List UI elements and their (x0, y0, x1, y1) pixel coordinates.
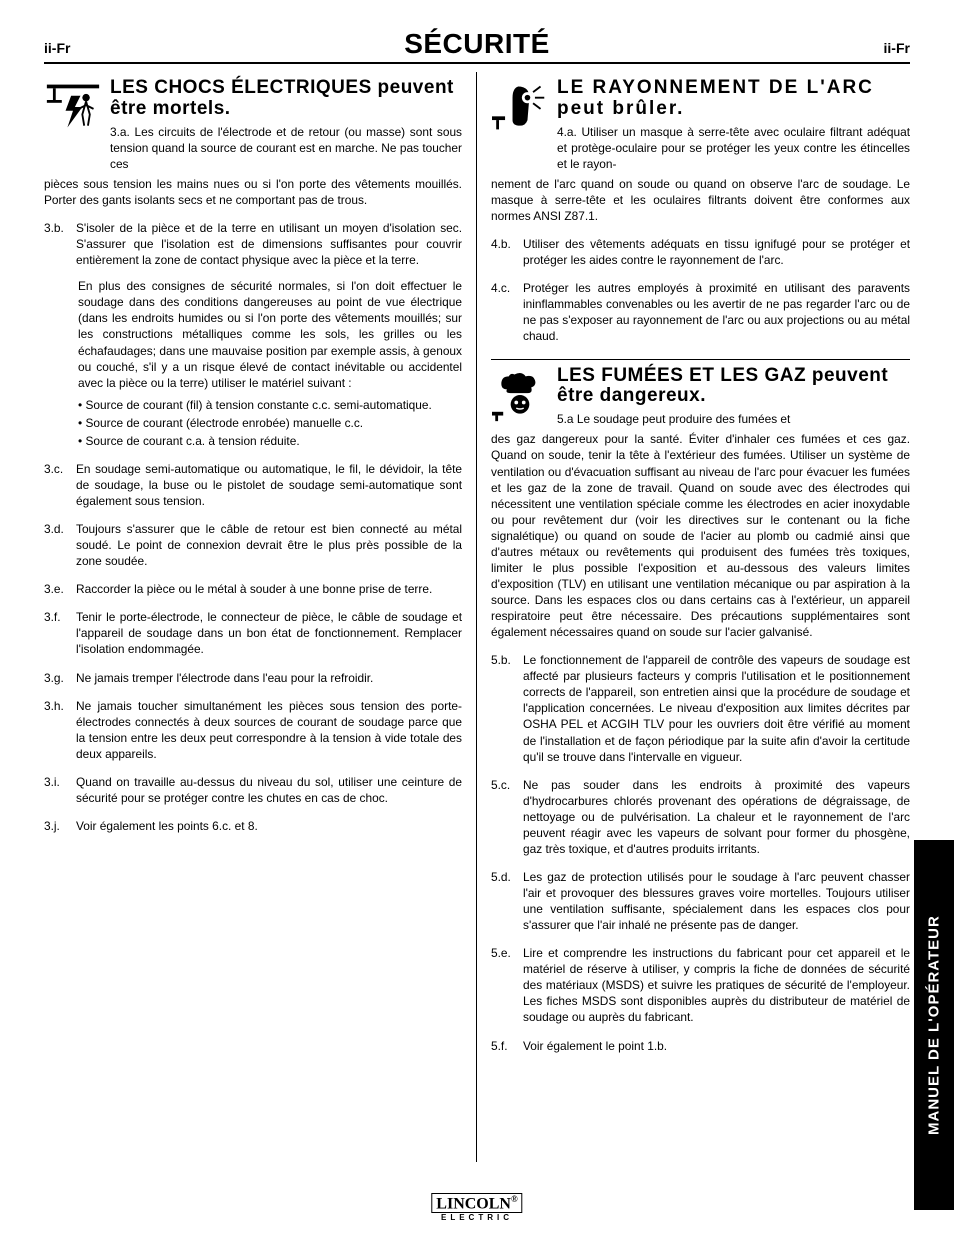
section-4-title: LE RAYONNEMENT DE L'ARC peut brûler. (557, 78, 910, 120)
item-3a-side: 3.a. Les circuits de l'électrode et de r… (110, 124, 462, 172)
section-3-title: LES CHOCS ÉLECTRIQUES peuvent être morte… (110, 78, 462, 120)
logo-line2: ELECTRIC (431, 1214, 522, 1221)
item-5b: 5.b.Le fonctionnement de l'appareil de c… (491, 652, 910, 764)
item-3j: 3.j.Voir également les points 6.c. et 8. (44, 818, 462, 834)
item-5e: 5.e.Lire et comprendre les instructions … (491, 945, 910, 1025)
footer-logo: LINCOLN® ELECTRIC (431, 1193, 522, 1221)
item-3b-bullets: • Source de courant (fil) à tension cons… (78, 397, 462, 449)
section-divider (491, 359, 910, 360)
item-3g: 3.g.Ne jamais tremper l'électrode dans l… (44, 670, 462, 686)
item-5d: 5.d.Les gaz de protection utilisés pour … (491, 869, 910, 933)
item-3h: 3.h.Ne jamais toucher simultanément les … (44, 698, 462, 762)
item-5a-side: 5.a Le soudage peut produire des fumées … (557, 411, 910, 427)
item-5c: 5.c.Ne pas souder dans les endroits à pr… (491, 777, 910, 857)
page-header: ii-Fr SÉCURITÉ ii-Fr (44, 28, 910, 64)
right-column: LE RAYONNEMENT DE L'ARC peut brûler. 4.a… (477, 72, 910, 1162)
header-left-code: ii-Fr (44, 40, 70, 56)
item-3b: 3.b.S'isoler de la pièce et de la terre … (44, 220, 462, 268)
header-right-code: ii-Fr (884, 40, 910, 56)
section-3-header: LES CHOCS ÉLECTRIQUES peuvent être morte… (44, 78, 462, 172)
fumes-hazard-icon (491, 366, 549, 424)
item-5a-wrap: des gaz dangereux pour la santé. Éviter … (491, 431, 910, 640)
logo-reg: ® (511, 1194, 518, 1204)
item-3c: 3.c.En soudage semi-automatique ou autom… (44, 461, 462, 509)
item-4a-wrap: nement de l'arc quand on soude ou quand … (491, 176, 910, 224)
item-4c: 4.c.Protéger les autres employés à proxi… (491, 280, 910, 344)
item-4b: 4.b.Utiliser des vêtements adéquats en t… (491, 236, 910, 268)
logo-line1: LINCOLN (436, 1195, 511, 1212)
section-5-title: LES FUMÉES ET LES GAZ peuvent être dange… (557, 366, 910, 408)
shock-hazard-icon (44, 78, 102, 136)
left-column: LES CHOCS ÉLECTRIQUES peuvent être morte… (44, 72, 477, 1162)
arc-radiation-icon (491, 78, 549, 136)
section-4-header: LE RAYONNEMENT DE L'ARC peut brûler. 4.a… (491, 78, 910, 172)
item-3b-extra: En plus des consignes de sécurité normal… (78, 278, 462, 390)
section-5-header: LES FUMÉES ET LES GAZ peuvent être dange… (491, 366, 910, 428)
item-3f: 3.f.Tenir le porte-électrode, le connect… (44, 609, 462, 657)
item-3e: 3.e.Raccorder la pièce ou le métal à sou… (44, 581, 462, 597)
page-title: SÉCURITÉ (404, 28, 550, 60)
item-3a-wrap: pièces sous tension les mains nues ou si… (44, 176, 462, 208)
item-5f: 5.f.Voir également le point 1.b. (491, 1038, 910, 1054)
item-3d: 3.d.Toujours s'assurer que le câble de r… (44, 521, 462, 569)
content-columns: LES CHOCS ÉLECTRIQUES peuvent être morte… (44, 72, 910, 1162)
item-3i: 3.i.Quand on travaille au-dessus du nive… (44, 774, 462, 806)
side-tab-label: MANUEL DE L'OPÉRATEUR (914, 840, 954, 1210)
item-4a-side: 4.a. Utiliser un masque à serre-tête ave… (557, 124, 910, 172)
